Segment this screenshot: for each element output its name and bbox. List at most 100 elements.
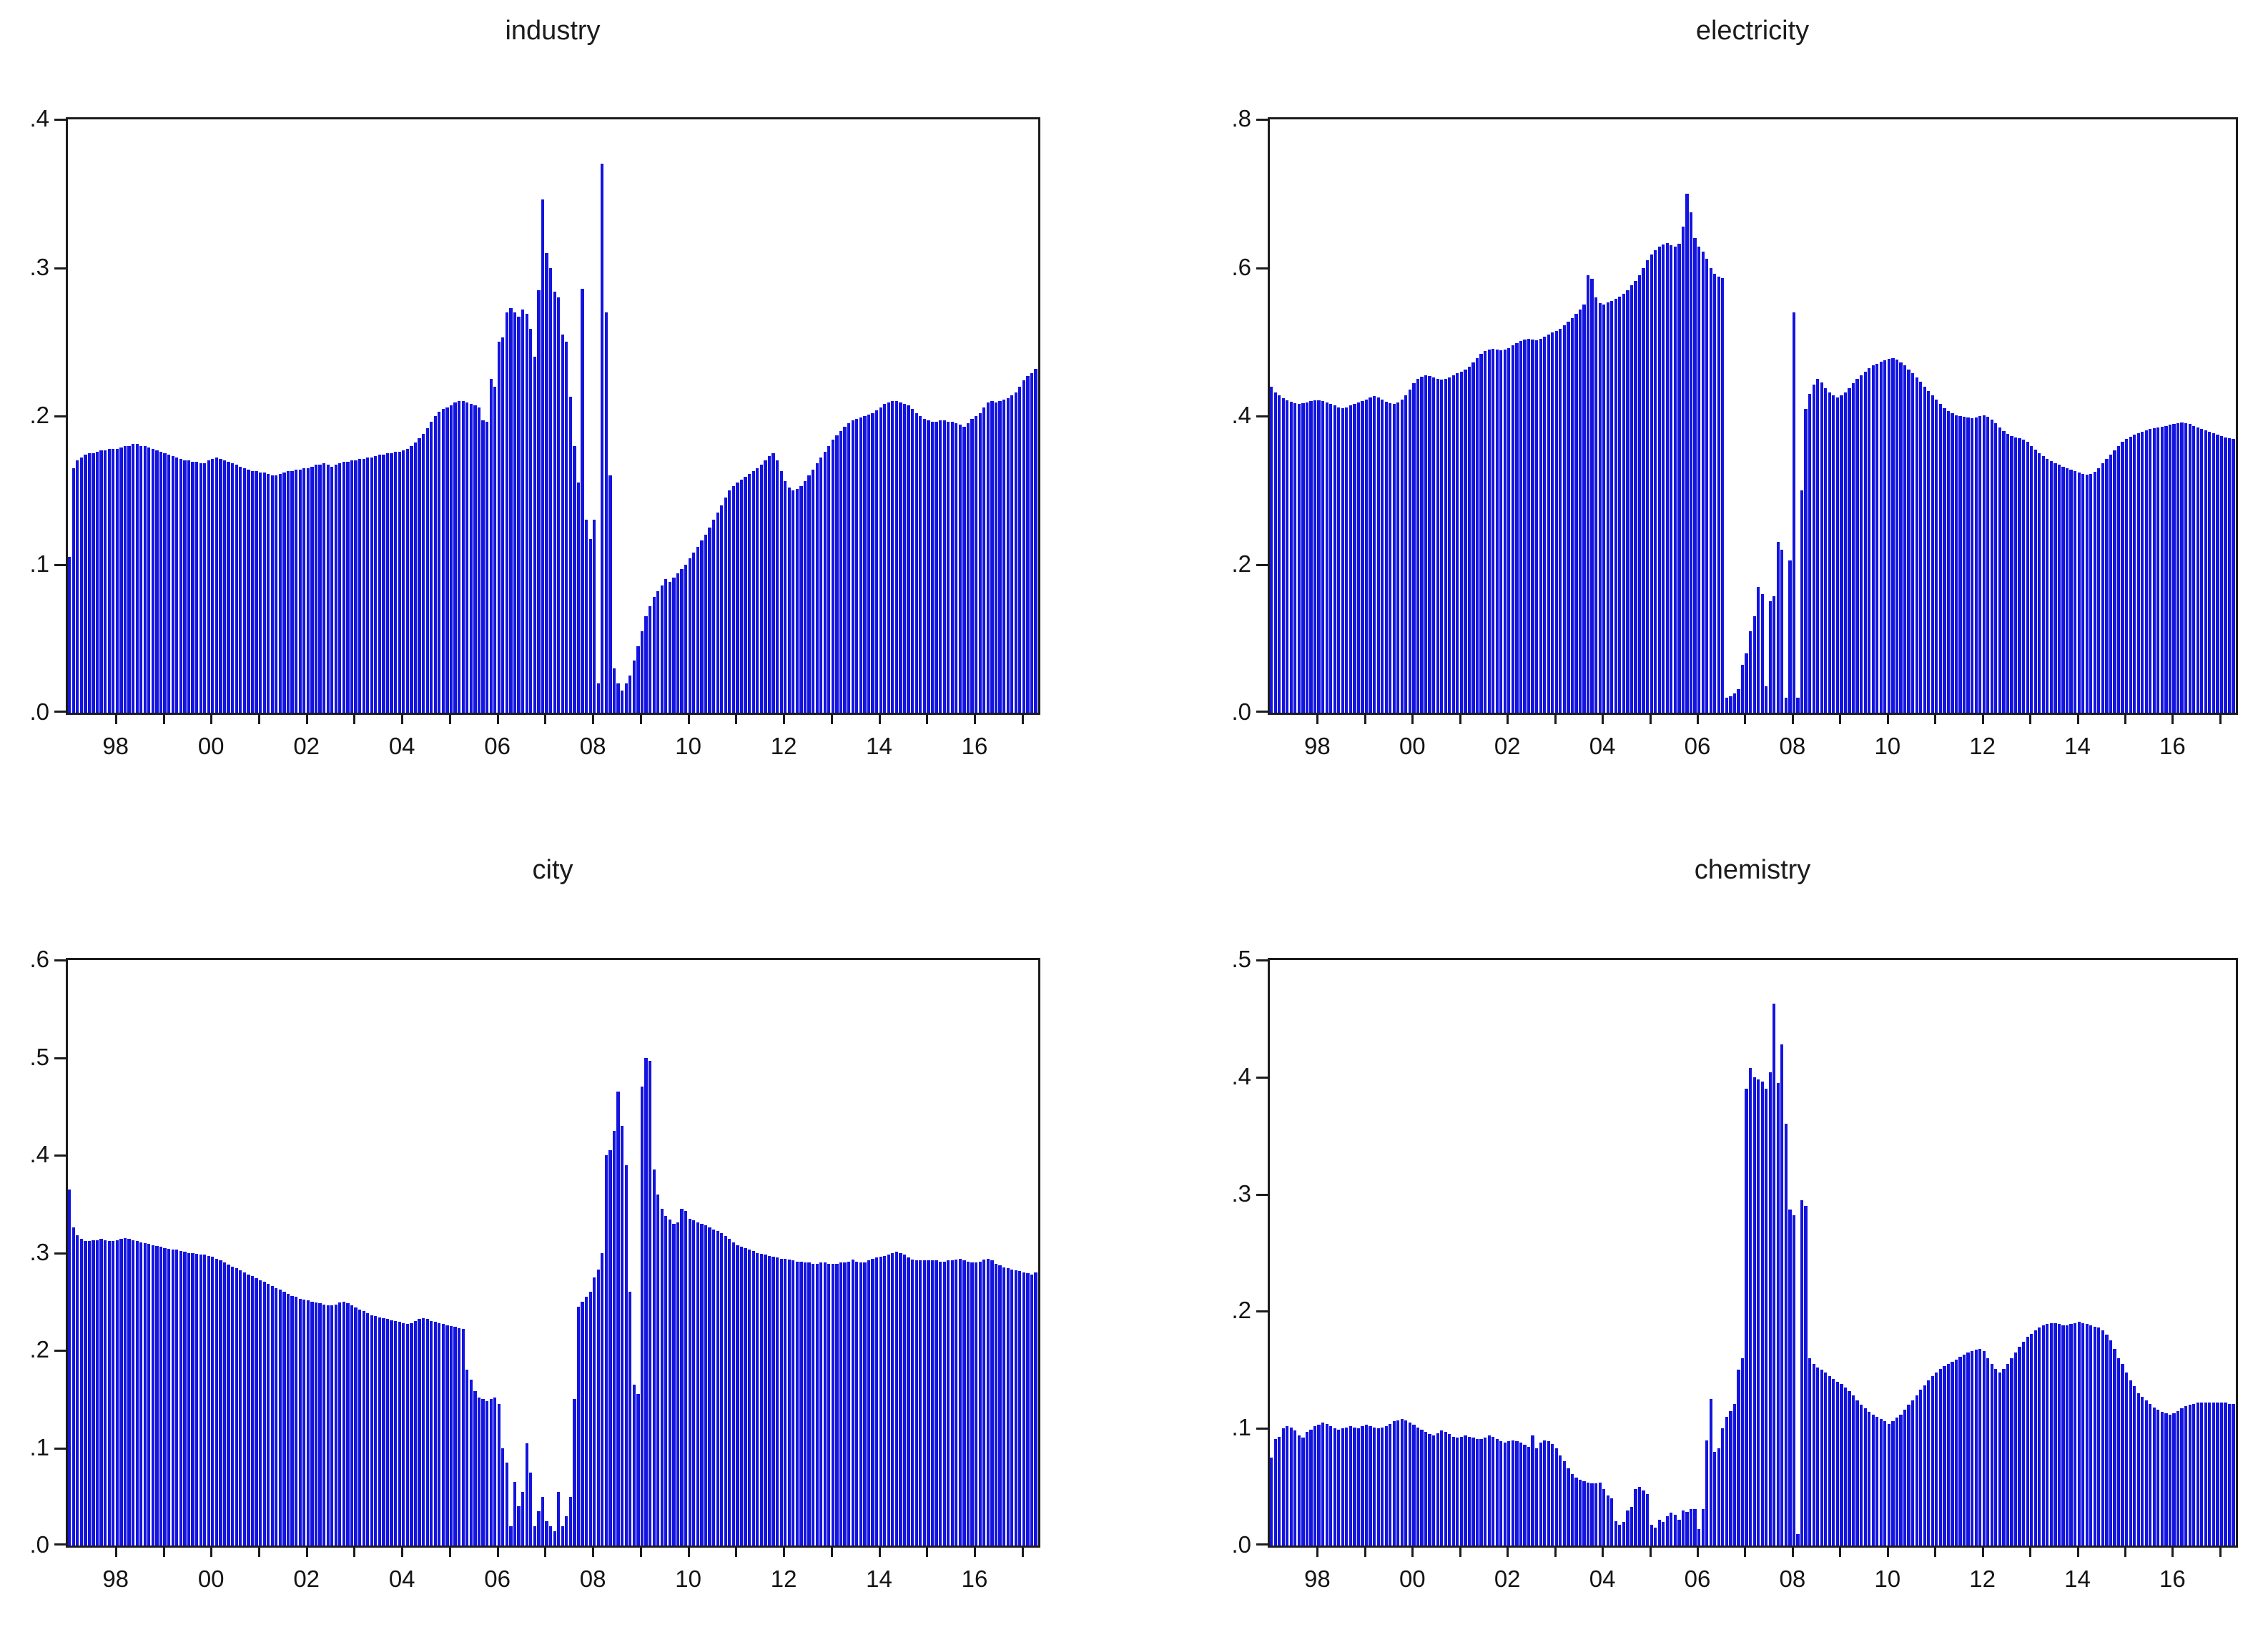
bar <box>1297 404 1301 713</box>
x-axis-label: 16 <box>961 733 988 759</box>
y-axis-label: .2 <box>29 1336 49 1363</box>
bar <box>1531 1435 1534 1546</box>
bar <box>358 459 362 713</box>
bar <box>191 1252 194 1546</box>
bar <box>819 458 823 713</box>
bar <box>1467 1436 1471 1546</box>
bar <box>2030 445 2033 713</box>
bar <box>314 1302 318 1546</box>
bar <box>907 405 910 713</box>
x-tick <box>592 713 595 724</box>
bar <box>652 1169 656 1546</box>
bar <box>430 1321 433 1546</box>
bar <box>1578 309 1582 713</box>
bar <box>2136 432 2140 713</box>
x-tick <box>1981 713 1984 724</box>
x-axis-label: 08 <box>579 1566 606 1592</box>
bar <box>127 445 131 713</box>
x-tick <box>162 1546 165 1557</box>
bar <box>1483 1438 1487 1546</box>
bar <box>1725 1416 1728 1546</box>
bar <box>2013 437 2018 713</box>
bar <box>557 297 561 713</box>
bar <box>1499 350 1503 713</box>
bar <box>255 470 258 713</box>
bar <box>1432 1435 1436 1546</box>
bar <box>911 1260 914 1546</box>
bar <box>704 1225 708 1546</box>
bar <box>278 1290 282 1546</box>
bar <box>461 401 465 713</box>
bar <box>282 472 286 713</box>
bar <box>696 546 699 713</box>
bar <box>922 419 926 713</box>
y-tick <box>54 119 66 121</box>
bar <box>616 1092 620 1546</box>
bar <box>975 1262 978 1546</box>
bar <box>1333 405 1336 713</box>
bar <box>1748 1067 1752 1546</box>
bar <box>756 468 759 713</box>
bar <box>660 1209 664 1546</box>
bar <box>350 1305 354 1546</box>
bar <box>509 307 513 713</box>
bar <box>958 425 962 713</box>
bar <box>2085 1324 2089 1546</box>
bar <box>744 1247 747 1546</box>
bar <box>1737 1370 1740 1546</box>
x-tick <box>878 713 881 724</box>
bar <box>175 1250 179 1546</box>
bar <box>652 597 656 713</box>
bar <box>1436 379 1439 713</box>
bar <box>1665 1516 1669 1546</box>
bar <box>771 1256 775 1546</box>
bar <box>1369 1425 1372 1546</box>
bar <box>640 1087 644 1546</box>
bar <box>815 463 819 713</box>
bar <box>716 512 719 713</box>
bar <box>883 1255 887 1546</box>
bar <box>2002 430 2006 713</box>
bar <box>215 1258 219 1546</box>
bar <box>1868 367 1871 713</box>
bar <box>1650 254 1653 713</box>
bar <box>235 465 238 713</box>
bar <box>593 1277 596 1546</box>
bar <box>1353 404 1356 713</box>
bar <box>847 1261 851 1546</box>
bar <box>1982 1351 1986 1546</box>
bar <box>314 465 318 713</box>
bar <box>632 661 636 713</box>
bar <box>135 444 139 713</box>
bar <box>1448 377 1451 713</box>
bar <box>708 1227 711 1546</box>
bar <box>767 456 771 713</box>
bar <box>227 1264 230 1546</box>
bar <box>1808 393 1812 713</box>
bar <box>819 1262 823 1546</box>
x-axis-label: 98 <box>102 1566 129 1592</box>
bar <box>390 1320 393 1546</box>
bar <box>1420 1429 1424 1546</box>
bar <box>581 288 584 713</box>
y-axis-label: .8 <box>1231 105 1251 132</box>
bar <box>203 463 207 713</box>
bar <box>831 1263 835 1546</box>
bar <box>1424 1432 1428 1546</box>
bar <box>222 1262 227 1546</box>
bar <box>775 1257 779 1546</box>
bar <box>1899 1414 1903 1546</box>
bar <box>175 458 179 713</box>
bar <box>2216 1403 2219 1546</box>
bar <box>2176 1410 2180 1546</box>
bar <box>919 416 922 713</box>
bar <box>171 456 174 713</box>
bar <box>863 1262 867 1546</box>
bar <box>676 573 680 713</box>
bar <box>1677 1519 1681 1546</box>
bar <box>155 450 159 713</box>
bar <box>1855 1400 1859 1546</box>
bar <box>199 463 202 713</box>
bar <box>2049 1322 2053 1546</box>
bar <box>748 473 751 713</box>
